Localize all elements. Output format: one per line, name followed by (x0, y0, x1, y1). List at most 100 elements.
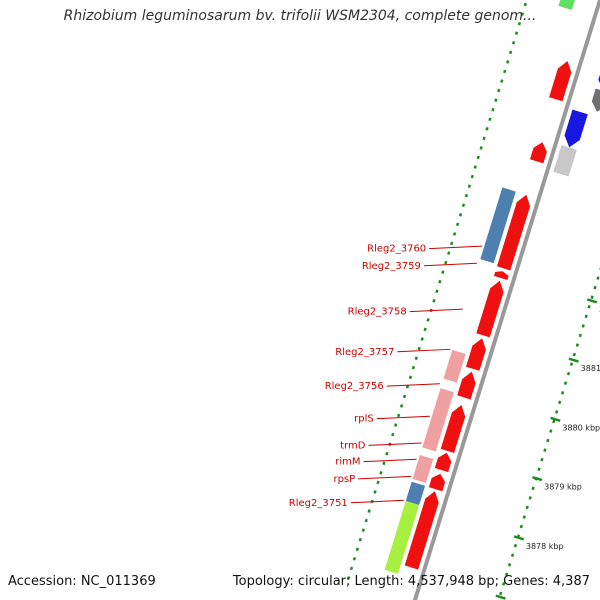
pink-feature (443, 349, 466, 383)
forward-cds (457, 371, 476, 400)
label-leader (363, 458, 417, 463)
kbp-tick (550, 416, 561, 423)
forward-cds (404, 491, 439, 570)
gc-dot (435, 289, 439, 294)
gc-dot (397, 413, 401, 418)
gc-dot (482, 136, 486, 141)
forward-cds (466, 338, 486, 371)
gene-label-trmD: trmD (340, 440, 366, 451)
forward-cds (530, 142, 547, 164)
gc-dot (470, 174, 474, 179)
gc-dot (358, 537, 362, 542)
gc-dot (349, 566, 354, 571)
gene-label-Rleg2_3757: Rleg2_3757 (335, 347, 394, 358)
gc-dot (514, 31, 519, 36)
reverse-cds (564, 109, 588, 148)
gc-dot (488, 117, 492, 122)
label-leader (429, 245, 483, 250)
inner-gc-dot (563, 381, 568, 386)
gc-dot (414, 356, 418, 360)
inner-gc-dot (546, 438, 550, 443)
gc-dot (523, 2, 527, 7)
gc-dot (426, 318, 430, 322)
gc-dotted-ring (346, 2, 600, 596)
gc-dot (373, 490, 377, 494)
inner-gc-dot (528, 496, 532, 500)
gc-dot (355, 547, 360, 552)
forward-cds (494, 271, 509, 280)
gc-dot (503, 69, 507, 74)
gc-dot (411, 365, 416, 370)
kbp-tick-label: 3880 kbp (562, 423, 600, 432)
gc-dot (379, 471, 383, 475)
gc-dot (364, 518, 368, 523)
label-leader (376, 415, 430, 420)
inner-gc-dot (543, 448, 547, 452)
inner-gc-dot (537, 467, 541, 472)
inner-gc-dot (549, 429, 553, 433)
forward-cds (434, 452, 452, 473)
inner-gc-dot (575, 343, 579, 347)
accession-text: Accession: NC_011369 (8, 574, 156, 589)
kbp-tick (495, 594, 506, 600)
gc-dot (473, 165, 477, 169)
gene-label-rpsP: rpsP (333, 474, 355, 485)
kbp-tick (532, 475, 543, 482)
gc-dot (382, 461, 386, 466)
gc-dot (399, 404, 404, 408)
gene-label-Rleg2_3759: Rleg2_3759 (362, 261, 421, 272)
inner-gc-dot (581, 324, 585, 328)
gc-dot (376, 480, 380, 485)
lime-feature (384, 500, 420, 574)
inner-gc-dot (593, 285, 597, 290)
gene-label-Rleg2_3751: Rleg2_3751 (289, 498, 348, 509)
gene-label-rplS: rplS (354, 414, 374, 425)
forward-cds (497, 194, 531, 271)
gc-dot (517, 21, 522, 26)
grey-dark-feature (591, 88, 600, 112)
kbp-tick-label: 3878 kbp (526, 542, 564, 551)
gene-labels: Rleg2_3760 Rleg2_3759 Rleg2_3758 Rleg2_3757… (289, 244, 483, 509)
label-leader (409, 308, 463, 313)
gc-dot (438, 279, 442, 284)
gene-features (384, 0, 600, 574)
inner-gc-dot (507, 563, 512, 567)
inner-gc-dot (584, 314, 588, 319)
gc-dot (485, 127, 489, 131)
label-leader (386, 383, 440, 387)
gc-dot (511, 40, 516, 45)
inner-gc-dot (531, 486, 535, 491)
inner-gc-dot (587, 304, 591, 309)
pink-feature (422, 388, 454, 452)
inner-gc-dot (569, 362, 574, 366)
pink-feature (412, 455, 434, 483)
label-leader (358, 475, 412, 480)
gc-dot (361, 528, 365, 532)
inner-gc-dot (519, 524, 523, 529)
genome-summary-text: Topology: circular; Length: 4,537,948 bp… (232, 574, 590, 589)
inner-gc-dot (513, 543, 518, 548)
gc-dot (506, 60, 510, 64)
green-feature (558, 0, 575, 10)
gc-dot (455, 222, 460, 227)
gc-dot (476, 155, 480, 160)
inner-gc-dot (560, 390, 565, 395)
backbone (412, 0, 600, 600)
inner-gc-dot (558, 400, 562, 405)
label-leader (368, 442, 422, 446)
gc-dot (444, 260, 448, 265)
inner-gc-dot (502, 582, 506, 586)
inner-gc-dot (504, 572, 509, 577)
forward-cds (549, 61, 572, 102)
gc-dot (391, 432, 395, 437)
label-leader (397, 348, 451, 353)
gc-dot (452, 232, 457, 236)
gc-dot (464, 193, 469, 198)
inner-gc-dot (552, 419, 556, 424)
inner-gc-dot (596, 276, 600, 280)
forward-cds (440, 405, 466, 453)
grey-light-feature (553, 145, 577, 177)
gc-dot (417, 346, 421, 351)
